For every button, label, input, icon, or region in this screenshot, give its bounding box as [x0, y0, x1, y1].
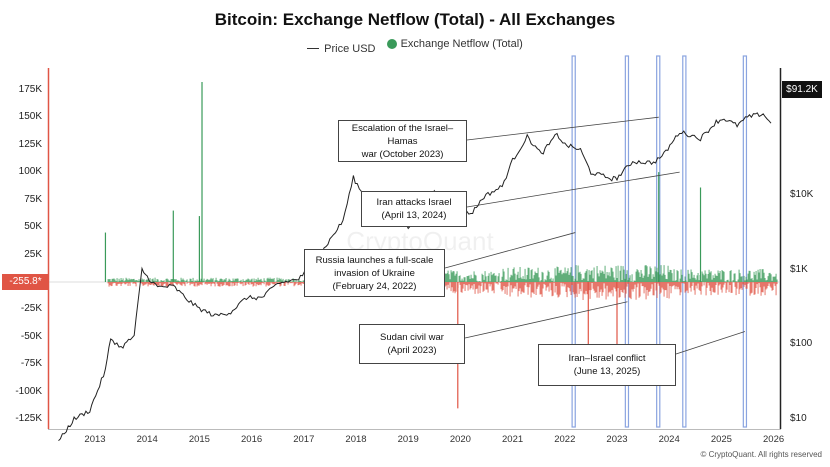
x-tick-label: 2018 — [345, 434, 367, 445]
annotation-leaders — [444, 116, 746, 355]
y-left-tick-label: 75K — [24, 193, 42, 205]
y-right-tick-label: $10 — [790, 413, 807, 424]
legend-item-price[interactable]: Price USD — [307, 42, 376, 55]
highlight-band — [624, 55, 630, 428]
legend-item-netflow[interactable]: Exchange Netflow (Total) — [386, 38, 523, 50]
y-left-tick-label: 50K — [24, 221, 42, 233]
line-icon — [307, 48, 320, 49]
y-left-tick-label: -75K — [20, 358, 42, 370]
current-netflow-badge: -255.8* — [2, 274, 49, 290]
highlight-band — [571, 55, 576, 428]
x-tick-label: 2024 — [658, 434, 680, 445]
y-left-tick-label: -100K — [15, 385, 42, 397]
x-tick-label: 2013 — [84, 434, 106, 445]
x-tick-label: 2017 — [293, 434, 315, 445]
x-tick-label: 2020 — [449, 434, 471, 445]
y-right-tick-label: $1K — [790, 263, 808, 275]
x-tick-label: 2021 — [502, 434, 524, 445]
annotation-text: Russia launches a full-scale — [315, 254, 434, 266]
highlight-bands — [571, 55, 748, 428]
annotation-leader — [675, 331, 746, 355]
x-tick-label: 2023 — [606, 434, 628, 445]
annotation-box: Iran–Israel conflict (June 13, 2025) — [538, 344, 676, 386]
y-left-tick-label: 150K — [18, 111, 42, 123]
x-tick-label: 2016 — [241, 434, 263, 445]
highlight-band — [682, 55, 687, 428]
annotation-leader — [466, 171, 680, 208]
y-left-tick-label: -25K — [20, 303, 42, 315]
y-left-tick-label: 100K — [18, 166, 42, 178]
annotation-text: (April 13, 2024) — [381, 210, 447, 221]
annotation-box: Iran attacks Israel (April 13, 2024) — [361, 191, 467, 227]
annotation-text: (April 2023) — [387, 345, 437, 356]
annotation-text: Iran attacks Israel — [376, 197, 452, 208]
annotation-text: invasion of Ukraine — [334, 267, 415, 279]
copyright: © CryptoQuant. All rights reserved — [700, 450, 823, 459]
annotation-text: Iran–Israel conflict — [568, 353, 646, 364]
legend-label-netflow: Exchange Netflow (Total) — [400, 38, 523, 50]
highlight-band — [742, 55, 748, 428]
y-left-tick-label: 175K — [18, 83, 42, 95]
x-tick-label: 2014 — [136, 434, 158, 445]
legend-label-price: Price USD — [324, 42, 376, 55]
y-right-tick-label: $100 — [790, 338, 813, 350]
dot-icon — [386, 39, 397, 49]
annotation-text: Escalation of the Israel–Hamas — [351, 122, 454, 147]
annotation-box: Escalation of the Israel–Hamas war (Octob… — [338, 120, 467, 162]
annotation-leader — [466, 116, 659, 141]
current-price-badge: $91.2K — [782, 81, 822, 98]
y-left-tick-label: -50K — [20, 330, 42, 342]
annotation-text: Sudan civil war — [380, 332, 444, 343]
annotation-text: (June 13, 2025) — [573, 366, 641, 377]
y-left-tick-label: -125K — [15, 413, 42, 425]
x-tick-label: 2026 — [763, 434, 785, 445]
annotation-box: Sudan civil war (April 2023) — [359, 324, 465, 364]
annotation-box: Russia launches a full-scale invasion of … — [304, 249, 445, 297]
x-tick-label: 2022 — [554, 434, 576, 445]
y-right-tick-label: $10K — [790, 188, 814, 200]
annotation-leader — [464, 301, 628, 339]
chart-title: Bitcoin: Exchange Netflow (Total) - All … — [214, 10, 616, 29]
legend: Price USD Exchange Netflow (Total) — [0, 38, 830, 55]
annotation-leader — [444, 232, 576, 269]
x-tick-label: 2025 — [710, 434, 732, 445]
y-left-tick-label: 25K — [24, 248, 42, 260]
y-left-tick-label: 125K — [18, 138, 42, 150]
x-tick-label: 2015 — [188, 434, 210, 445]
annotation-text: (February 24, 2022) — [332, 280, 417, 292]
highlight-band — [656, 55, 661, 428]
x-tick-label: 2019 — [397, 434, 419, 445]
annotation-text: war (October 2023) — [361, 148, 444, 160]
